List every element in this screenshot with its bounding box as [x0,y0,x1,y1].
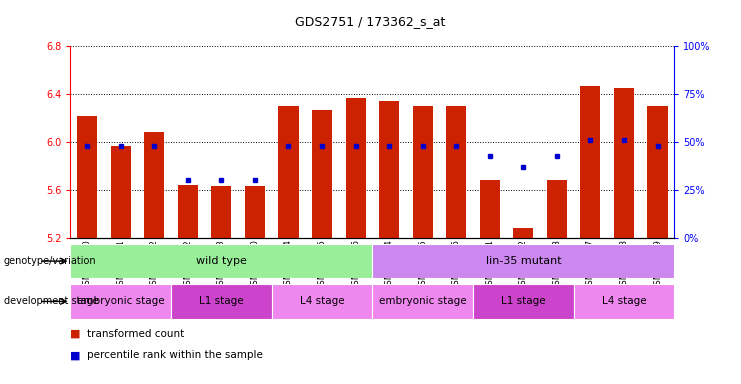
Bar [479,180,500,238]
Text: wild type: wild type [196,256,247,266]
Text: embryonic stage: embryonic stage [379,296,467,306]
Bar [144,132,165,238]
Text: genotype/variation: genotype/variation [4,256,96,266]
Bar [77,116,97,238]
Bar [373,284,473,319]
Text: embryonic stage: embryonic stage [77,296,165,306]
Bar [614,88,634,238]
Text: L1 stage: L1 stage [501,296,545,306]
Bar [373,244,674,278]
Bar [413,106,433,238]
Bar [110,146,130,238]
Bar [171,284,272,319]
Bar [70,244,373,278]
Bar [580,86,600,238]
Bar [547,180,567,238]
Text: L4 stage: L4 stage [299,296,345,306]
Text: L4 stage: L4 stage [602,296,646,306]
Bar [446,106,466,238]
Text: ■: ■ [70,350,81,360]
Bar [574,284,674,319]
Text: development stage: development stage [4,296,99,306]
Text: ■: ■ [70,329,81,339]
Text: lin-35 mutant: lin-35 mutant [485,256,561,266]
Bar [312,110,332,238]
Bar [272,284,373,319]
Text: percentile rank within the sample: percentile rank within the sample [87,350,262,360]
Bar [279,106,299,238]
Bar [70,284,171,319]
Bar [245,187,265,238]
Bar [178,185,198,238]
Text: transformed count: transformed count [87,329,184,339]
Bar [379,101,399,238]
Bar [514,228,534,238]
Bar [345,98,365,238]
Text: L1 stage: L1 stage [199,296,244,306]
Bar [648,106,668,238]
Text: GDS2751 / 173362_s_at: GDS2751 / 173362_s_at [296,15,445,28]
Bar [211,187,231,238]
Bar [473,284,574,319]
